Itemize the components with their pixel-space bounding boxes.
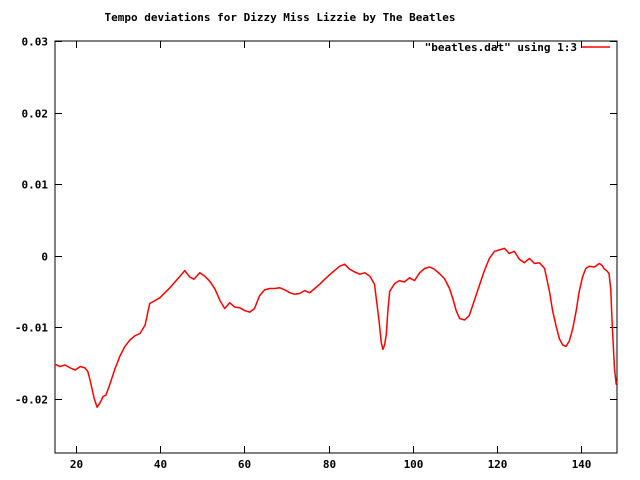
x-tick-label: 80 <box>323 458 336 471</box>
y-tick-label: 0 <box>41 251 48 264</box>
x-tick-label: 60 <box>238 458 251 471</box>
axis-ticks <box>55 41 617 453</box>
y-tick-label: 0.02 <box>22 108 49 121</box>
legend-label: "beatles.dat" using 1:3 <box>425 41 577 54</box>
x-tick-label: 140 <box>572 458 592 471</box>
chart-title: Tempo deviations for Dizzy Miss Lizzie b… <box>105 11 456 24</box>
plot-border <box>54 40 618 454</box>
x-tick-label: 120 <box>488 458 508 471</box>
x-tick-label: 20 <box>70 458 83 471</box>
y-tick-label: -0.02 <box>15 394 48 407</box>
tempo-deviation-line-series <box>54 247 618 408</box>
y-tick-label: 0.01 <box>22 179 49 192</box>
axis-tick-labels: 20 40 60 80 100 120 140 0.03 0.02 0.01 0 -0.01 -0.02 <box>15 36 592 472</box>
x-tick-label: 100 <box>404 458 424 471</box>
y-tick-label: -0.01 <box>15 322 48 335</box>
y-tick-label: 0.03 <box>22 36 49 49</box>
x-tick-label: 40 <box>154 458 167 471</box>
